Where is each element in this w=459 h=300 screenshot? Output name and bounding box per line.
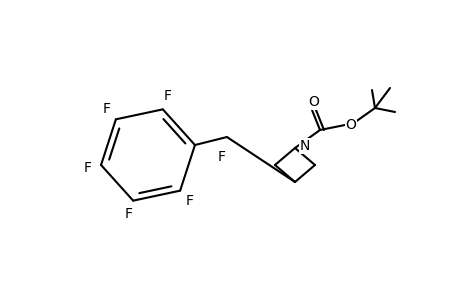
Text: N: N [299, 139, 310, 153]
Text: F: F [185, 194, 193, 208]
Text: O: O [345, 118, 356, 132]
Text: F: F [83, 161, 91, 175]
Text: F: F [124, 207, 133, 221]
Text: F: F [163, 89, 171, 103]
Text: O: O [308, 95, 319, 109]
Text: F: F [218, 150, 225, 164]
Text: F: F [102, 102, 110, 116]
